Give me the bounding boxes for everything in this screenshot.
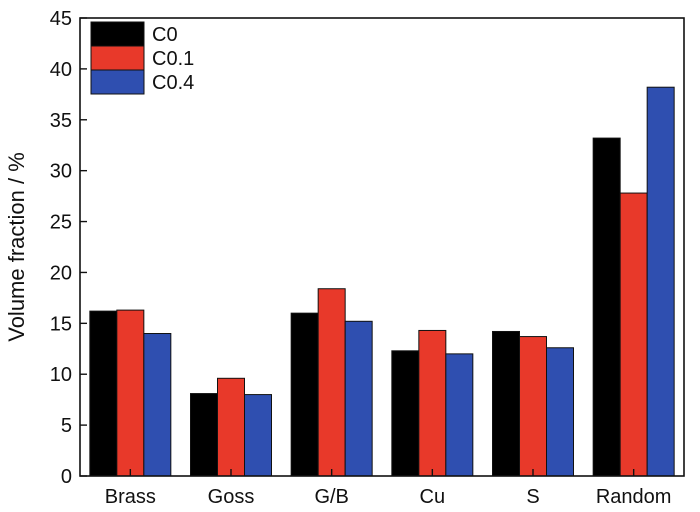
- y-tick-label: 35: [50, 110, 72, 132]
- legend-label: C0: [152, 24, 178, 46]
- x-tick-label: G/B: [314, 486, 348, 508]
- y-tick-label: 5: [61, 415, 72, 437]
- bar-C0_1-random: [619, 192, 648, 477]
- bar-C0-g_b: [290, 312, 319, 477]
- bar-C0-brass: [89, 310, 118, 477]
- legend-swatch-C0_1: [90, 45, 145, 71]
- bar-C0_4-s: [546, 347, 574, 477]
- x-tick-label: S: [526, 486, 539, 508]
- bar-C0_1-cu: [418, 329, 447, 477]
- bar-C0_1-g_b: [317, 288, 346, 477]
- bar-C0_1-brass: [116, 309, 145, 477]
- bar-C0_4-random: [646, 86, 675, 477]
- bar-C0-s: [492, 330, 520, 477]
- x-tick-label: Random: [596, 486, 672, 508]
- plot-frame: [79, 17, 685, 477]
- x-tick-label: Brass: [105, 486, 156, 508]
- y-axis-title: Volume fraction / %: [4, 152, 29, 342]
- y-tick-label: 15: [50, 313, 72, 335]
- x-tick-label: Goss: [208, 486, 255, 508]
- bar-C0_1-goss: [217, 377, 245, 477]
- y-axis: 0 5 10 15 20 25 30 35 40 45: [50, 8, 87, 488]
- legend-swatch-C0: [90, 21, 145, 47]
- y-tick-label: 10: [50, 364, 72, 386]
- bar-C0_1-s: [519, 336, 547, 477]
- legend-swatch-C0_4: [90, 69, 145, 95]
- bar-C0_4-brass: [143, 333, 172, 477]
- bar-C0-cu: [391, 350, 420, 477]
- y-tick-label: 0: [61, 466, 72, 488]
- bars-layer: [89, 86, 675, 477]
- legend-label: C0.4: [152, 72, 194, 94]
- y-tick-label: 40: [50, 59, 72, 81]
- y-tick-label: 20: [50, 262, 72, 284]
- bar-C0-random: [592, 137, 621, 477]
- x-tick-label: Cu: [420, 486, 446, 508]
- legend-label: C0.1: [152, 48, 194, 70]
- bar-C0_4-goss: [244, 394, 272, 477]
- y-tick-label: 30: [50, 161, 72, 183]
- y-tick-label: 45: [50, 8, 72, 30]
- x-axis: Brass Goss G/B Cu S Random: [105, 469, 672, 508]
- bar-C0_4-cu: [445, 353, 474, 477]
- bar-C0-goss: [190, 393, 218, 477]
- bar-C0_4-g_b: [344, 320, 373, 477]
- y-tick-label: 25: [50, 212, 72, 234]
